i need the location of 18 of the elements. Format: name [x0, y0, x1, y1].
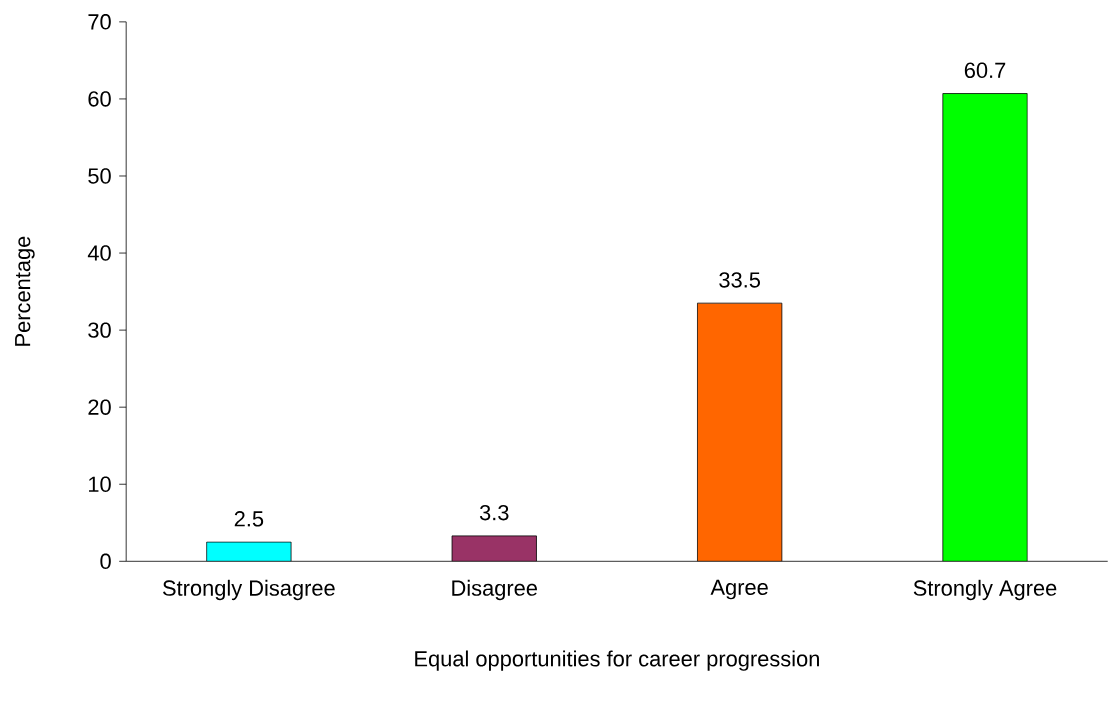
data-label: 33.5 — [719, 272, 760, 288]
x-tick-label: Strongly Agree — [913, 579, 1057, 600]
y-tick-label: 40 — [87, 245, 111, 261]
data-label: 3.3 — [479, 504, 509, 521]
data-label: 2.5 — [234, 510, 264, 527]
x-tick-label: Strongly Disagree — [163, 579, 335, 600]
y-tick-label: 60 — [88, 91, 111, 107]
y-tick-label: 10 — [89, 476, 111, 492]
y-tick-label: 70 — [88, 13, 111, 30]
data-label: 60.7 — [964, 62, 1006, 78]
y-tick-label: 20 — [88, 399, 111, 415]
y-tick-label: 0 — [100, 553, 111, 569]
y-axis-title: Percentage — [15, 236, 35, 346]
x-tick-label: Disagree — [452, 579, 537, 600]
y-tick-label: 30 — [88, 322, 111, 338]
y-tick-label: 50 — [88, 168, 111, 184]
x-axis-title: Equal opportunities for career progression — [415, 650, 819, 671]
x-tick-label: Agree — [710, 579, 768, 600]
